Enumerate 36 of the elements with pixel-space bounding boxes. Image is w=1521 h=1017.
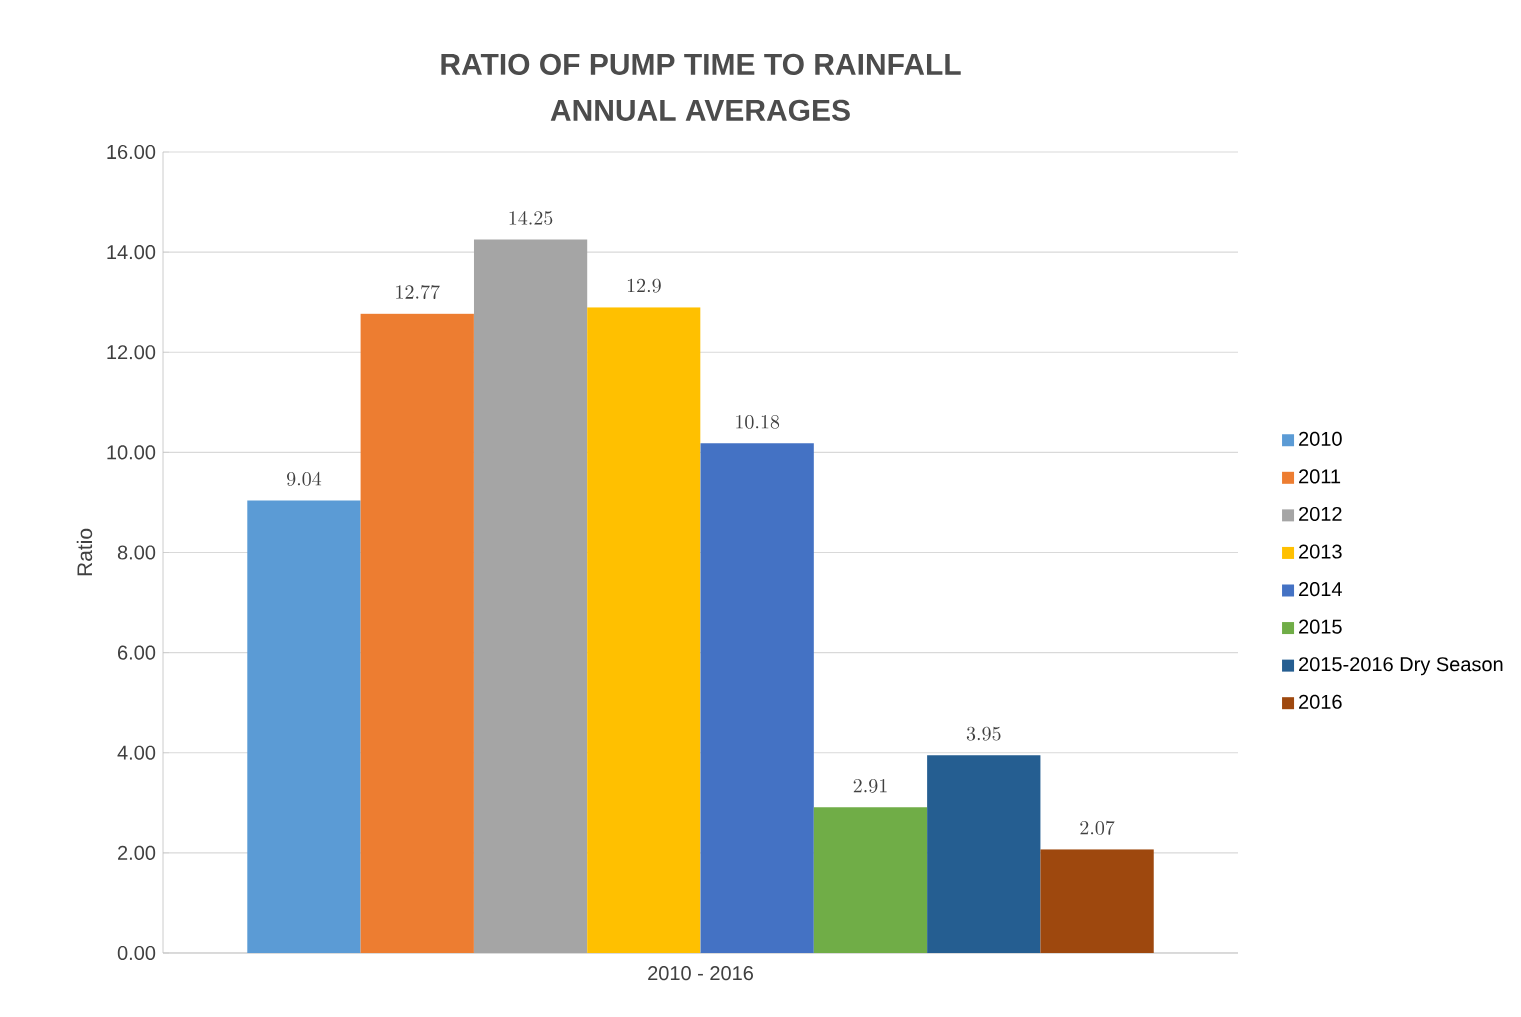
legend-label: 2013 [1299, 544, 1342, 559]
legend-label: 2015-2016 Dry Season [1299, 657, 1503, 676]
data-label: 10. 18 [736, 414, 780, 429]
legend-label: 2012 [1299, 506, 1342, 522]
y-tick-label: 2.00 [118, 845, 156, 860]
y-tick-label: 14.00 [107, 245, 156, 260]
bar [360, 313, 474, 953]
legend-label: 2014 [1299, 582, 1342, 597]
bar [927, 755, 1041, 953]
data-label: 3.95 [966, 726, 1001, 741]
legend-label: 2016 [1299, 694, 1342, 709]
data-label: 14.25 [509, 210, 553, 225]
legend-label: 2011 [1299, 469, 1341, 484]
data-label: 12.77 [396, 285, 440, 300]
data-label: 12.9 [627, 278, 661, 293]
chart-title: RATIO OF PUMP TIME TO RAINFALL ANNUAL AVERAGES [441, 53, 961, 121]
legend-label: 2010 [1299, 431, 1342, 446]
y-tick-label: 8.00 [117, 545, 156, 560]
x-tick-label: 2010 - 2016 [648, 966, 753, 981]
bar [813, 807, 928, 953]
bar [1040, 849, 1154, 953]
bar [587, 307, 701, 953]
y-tick-label: 10.00 [107, 445, 156, 460]
bar [473, 239, 588, 953]
y-tick-label: 0.00 [117, 945, 156, 961]
bar [247, 500, 361, 953]
y-tick-label: 16.00 [107, 144, 156, 160]
data-label: 2.91 [853, 778, 887, 793]
y-tick-label: 4.00 [117, 745, 156, 760]
data-label: 9.04 [287, 471, 322, 486]
y-axis-title: Ratio [76, 528, 93, 576]
legend-label: 2015 [1299, 619, 1342, 634]
bar [700, 443, 814, 953]
data-label: 2.07 [1080, 820, 1115, 835]
y-tick-label: 6.00 [118, 645, 156, 660]
y-tick-label: 12.00 [107, 345, 156, 360]
